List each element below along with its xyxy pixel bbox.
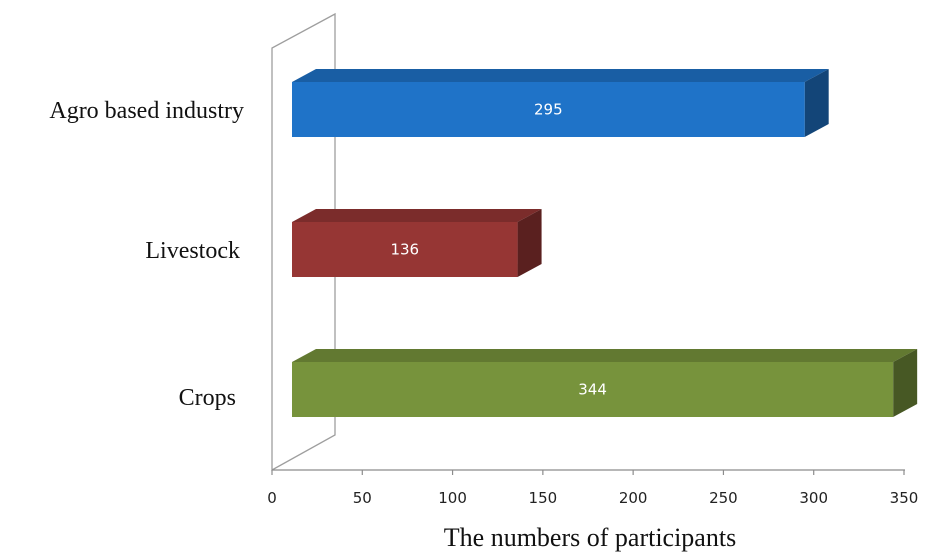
x-tick-label-100: 100 — [438, 489, 467, 507]
back-wall — [271, 12, 336, 472]
category-label-livestock: Livestock — [145, 238, 240, 264]
x-tick-label-250: 250 — [709, 489, 738, 507]
category-labels: Agro based industry Livestock Crops — [49, 98, 244, 411]
bar-crops: 344 — [292, 349, 918, 417]
data-label-livestock: 136 — [390, 241, 419, 259]
data-label-agro-based-industry: 295 — [534, 101, 563, 119]
x-tick-label-300: 300 — [799, 489, 828, 507]
bar-top-crops — [292, 349, 918, 362]
x-tick-label-50: 50 — [353, 489, 372, 507]
bars-group: 295 136 344 — [292, 69, 918, 417]
bar-side-livestock — [517, 209, 542, 277]
category-label-agro-based-industry: Agro based industry — [49, 98, 244, 124]
bar-side-agro-based-industry — [804, 69, 829, 137]
data-label-crops: 344 — [578, 381, 607, 399]
bar-front-livestock — [292, 222, 518, 277]
x-tick-label-0: 0 — [267, 489, 277, 507]
x-axis-title: The numbers of participants — [444, 523, 736, 552]
x-tick-label-150: 150 — [529, 489, 558, 507]
x-axis: 0 50 100 150 200 250 300 350 — [267, 470, 918, 507]
bar-top-livestock — [292, 209, 542, 222]
bar-front-crops — [292, 362, 894, 417]
bar-top-agro-based-industry — [292, 69, 829, 82]
chart-wall — [271, 12, 905, 472]
bar-livestock: 136 — [292, 209, 542, 277]
x-tick-label-200: 200 — [619, 489, 648, 507]
category-label-crops: Crops — [179, 385, 236, 411]
bar-side-crops — [893, 349, 918, 417]
x-tick-label-350: 350 — [890, 489, 919, 507]
bar-front-agro-based-industry — [292, 82, 805, 137]
bar-agro-based-industry: 295 — [292, 69, 829, 137]
